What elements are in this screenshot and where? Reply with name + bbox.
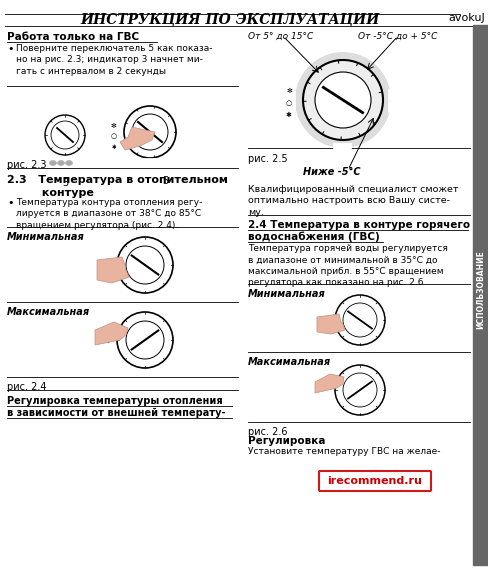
Circle shape	[295, 52, 391, 148]
Bar	[401, 89, 412, 100]
Text: ИСПОЛЬЗОВАНИЕ: ИСПОЛЬЗОВАНИЕ	[476, 250, 485, 329]
Bar	[401, 417, 412, 426]
Text: •: •	[7, 198, 14, 208]
Text: Минимальная: Минимальная	[7, 232, 85, 242]
Ellipse shape	[58, 161, 64, 165]
Polygon shape	[120, 127, 155, 150]
Bar	[401, 347, 412, 356]
Bar	[166, 382, 179, 390]
Bar	[102, 259, 114, 271]
Bar	[181, 124, 190, 134]
Text: Минимальная: Минимальная	[248, 289, 326, 299]
Bar	[149, 297, 164, 305]
Text: рис. 2.6: рис. 2.6	[248, 427, 287, 437]
Text: Квалифицированный специалист сможет
оптимально настроить всю Вашу систе-
му.: Квалифицированный специалист сможет опти…	[248, 185, 459, 217]
Bar	[108, 142, 119, 153]
FancyBboxPatch shape	[388, 387, 412, 401]
Bar	[473, 25, 488, 565]
Bar	[49, 169, 54, 173]
FancyBboxPatch shape	[388, 317, 412, 331]
Bar	[283, 97, 295, 109]
Bar	[192, 124, 201, 134]
Bar	[149, 372, 164, 380]
Bar	[391, 417, 402, 426]
Text: ИНСТРУКЦИЯ ПО ЭКСПЛУАТАЦИИ: ИНСТРУКЦИЯ ПО ЭКСПЛУАТАЦИИ	[81, 13, 380, 27]
Text: Работа только на ГВС: Работа только на ГВС	[7, 32, 139, 42]
Polygon shape	[317, 314, 345, 334]
Polygon shape	[97, 257, 129, 283]
Text: ✱: ✱	[111, 145, 116, 150]
Text: Установите температуру ГВС на желае-: Установите температуру ГВС на желае-	[248, 447, 441, 456]
Polygon shape	[95, 322, 128, 345]
Text: Температура горячей воды регулируется
в диапазоне от минимальной в 35°С до
макси: Температура горячей воды регулируется в …	[248, 244, 448, 288]
Text: •: •	[7, 44, 14, 54]
Text: 5: 5	[162, 176, 168, 186]
Circle shape	[315, 72, 371, 128]
Text: Поверните переключатель 5 как показа-
но на рис. 2.3; индикатор 3 начнет ми-
гат: Поверните переключатель 5 как показа- но…	[16, 44, 212, 76]
Text: Регулировка: Регулировка	[248, 436, 325, 446]
Bar	[149, 382, 162, 390]
Text: От 5° до 15°С: От 5° до 15°С	[248, 32, 313, 41]
Bar	[108, 131, 119, 142]
Bar	[181, 135, 190, 145]
Text: ○: ○	[286, 100, 292, 106]
Bar	[283, 109, 295, 121]
Bar	[192, 135, 201, 145]
Text: 3: 3	[62, 178, 68, 188]
Text: ✻: ✻	[286, 88, 292, 94]
Text: irecommend.ru: irecommend.ru	[327, 476, 423, 486]
Text: 2.4 Температура в контуре горячего: 2.4 Температура в контуре горячего	[248, 220, 470, 230]
Text: avokuJ: avokuJ	[448, 13, 485, 23]
Text: Максимальная: Максимальная	[248, 357, 331, 367]
Text: ✱: ✱	[286, 112, 292, 118]
Text: Ниже -5°С: Ниже -5°С	[303, 167, 361, 177]
Bar	[391, 347, 402, 356]
Circle shape	[303, 60, 383, 140]
Text: От -5°С до + 5°С: От -5°С до + 5°С	[358, 32, 437, 41]
Bar	[149, 307, 162, 315]
Bar	[388, 101, 399, 112]
Bar	[142, 158, 156, 166]
Bar	[166, 307, 179, 315]
Bar	[56, 169, 61, 173]
Text: Температура контура отопления регу-
лируется в диапазоне от 38°С до 85°С
вращени: Температура контура отопления регу- лиру…	[16, 198, 203, 230]
Bar	[388, 89, 399, 100]
Ellipse shape	[49, 161, 57, 165]
Text: в зависимости от внешней температу-: в зависимости от внешней температу-	[7, 408, 225, 418]
Bar	[352, 347, 367, 356]
Bar	[102, 334, 114, 346]
Bar	[333, 143, 351, 152]
Bar	[63, 169, 68, 173]
Ellipse shape	[65, 161, 73, 165]
Text: 2.3   Температура в отопительном
         контуре: 2.3 Температура в отопительном контуре	[7, 175, 228, 198]
Text: ✻: ✻	[111, 122, 117, 129]
Bar	[283, 85, 295, 97]
Text: водоснабжения (ГВС): водоснабжения (ГВС)	[248, 232, 380, 242]
Text: Регулировка температуры отопления: Регулировка температуры отопления	[7, 396, 223, 406]
Bar	[401, 101, 412, 112]
Text: ○: ○	[110, 133, 117, 139]
Text: Максимальная: Максимальная	[7, 307, 90, 317]
Text: рис. 2.3: рис. 2.3	[7, 160, 46, 170]
Text: ✻: ✻	[104, 336, 111, 345]
Text: ✻: ✻	[104, 260, 111, 269]
Text: рис. 2.5: рис. 2.5	[248, 154, 287, 164]
FancyBboxPatch shape	[319, 471, 431, 491]
Polygon shape	[315, 374, 344, 393]
Bar	[352, 417, 367, 426]
Bar	[108, 120, 119, 131]
Text: рис. 2.4: рис. 2.4	[7, 382, 46, 392]
